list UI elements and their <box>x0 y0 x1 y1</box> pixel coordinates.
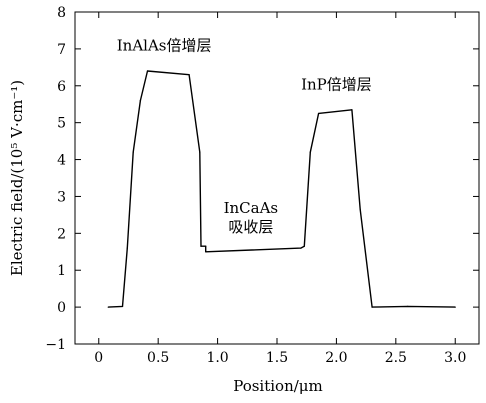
data-point <box>300 247 302 249</box>
y-axis-label: Electric field/(10⁵ V·cm⁻¹) <box>8 80 26 276</box>
y-tick-label: 0 <box>57 300 66 316</box>
data-point <box>199 151 201 153</box>
x-tick-label: 2.5 <box>385 350 407 366</box>
data-point <box>121 305 124 307</box>
data-point <box>188 74 190 76</box>
x-tick-label: 3.0 <box>444 350 466 366</box>
data-point <box>132 151 134 153</box>
annotation-label: 吸收层 <box>228 218 273 236</box>
data-point <box>205 251 207 253</box>
x-tick-label: 1.0 <box>206 350 228 366</box>
y-tick-label: 5 <box>57 116 66 132</box>
data-point <box>351 109 353 111</box>
y-tick-label: 7 <box>57 42 66 58</box>
y-tick-label: 6 <box>57 79 66 95</box>
data-point <box>317 112 320 115</box>
series-points <box>107 70 456 308</box>
annotation-label: InP倍增层 <box>301 75 372 93</box>
data-point <box>309 151 311 153</box>
x-tick-label: 1.5 <box>266 350 288 366</box>
y-tick-label: 2 <box>57 226 66 242</box>
data-point <box>407 305 409 307</box>
annotation-label: InAlAs倍增层 <box>117 37 212 55</box>
data-point <box>371 306 373 308</box>
data-point <box>200 245 202 247</box>
annotation-label: InCaAs <box>224 199 279 217</box>
x-tick-label: 0 <box>94 350 103 366</box>
data-point <box>139 99 141 102</box>
data-point <box>107 306 109 308</box>
y-tick-label: 1 <box>57 263 66 279</box>
x-tick-label: 2.0 <box>325 350 347 366</box>
data-point <box>454 306 456 308</box>
electric-field-line <box>108 70 456 308</box>
y-tick-label: 4 <box>57 153 66 169</box>
data-point <box>205 245 207 247</box>
y-tick-label: −1 <box>45 337 66 353</box>
axis-ticks: 0 0.5 1.0 1.5 2.0 2.5 3.0 −1 0 1 2 3 4 5 6 7 8 <box>45 5 479 366</box>
x-tick-label: 0.5 <box>147 350 169 366</box>
y-tick-label: 8 <box>57 5 66 21</box>
data-point <box>359 208 361 210</box>
data-point <box>126 247 128 249</box>
data-point <box>146 70 149 72</box>
x-axis-label: Position/μm <box>233 377 323 395</box>
y-tick-label: 3 <box>57 189 66 205</box>
data-point <box>303 245 305 247</box>
plot-frame <box>74 11 480 345</box>
